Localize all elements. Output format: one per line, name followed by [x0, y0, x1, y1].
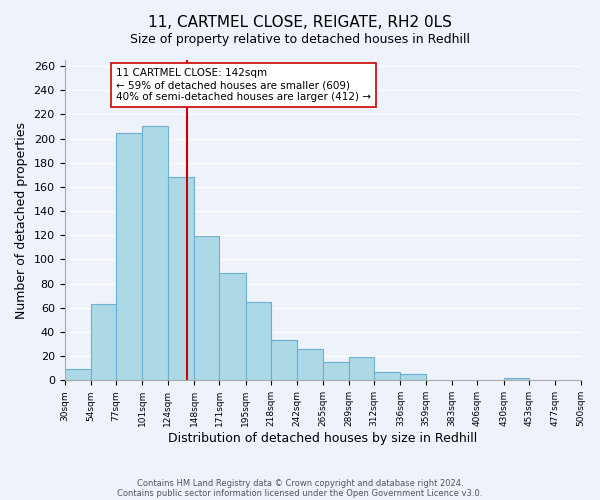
- Bar: [142, 126, 168, 380]
- Bar: [168, 178, 194, 380]
- Text: Size of property relative to detached houses in Redhill: Size of property relative to detached ho…: [130, 32, 470, 46]
- Bar: [245, 302, 271, 380]
- Text: 11, CARTMEL CLOSE, REIGATE, RH2 0LS: 11, CARTMEL CLOSE, REIGATE, RH2 0LS: [148, 15, 452, 30]
- Bar: [297, 349, 323, 380]
- Text: Contains HM Land Registry data © Crown copyright and database right 2024.: Contains HM Land Registry data © Crown c…: [137, 478, 463, 488]
- Bar: [65, 370, 91, 380]
- Bar: [194, 236, 220, 380]
- Bar: [91, 304, 116, 380]
- Bar: [400, 374, 426, 380]
- Bar: [374, 372, 400, 380]
- Bar: [323, 362, 349, 380]
- Text: Contains public sector information licensed under the Open Government Licence v3: Contains public sector information licen…: [118, 488, 482, 498]
- Bar: [503, 378, 529, 380]
- Bar: [220, 273, 245, 380]
- X-axis label: Distribution of detached houses by size in Redhill: Distribution of detached houses by size …: [168, 432, 477, 445]
- Text: 11 CARTMEL CLOSE: 142sqm
← 59% of detached houses are smaller (609)
40% of semi-: 11 CARTMEL CLOSE: 142sqm ← 59% of detach…: [116, 68, 371, 102]
- Bar: [116, 132, 142, 380]
- Bar: [349, 358, 374, 380]
- Y-axis label: Number of detached properties: Number of detached properties: [15, 122, 28, 318]
- Bar: [271, 340, 297, 380]
